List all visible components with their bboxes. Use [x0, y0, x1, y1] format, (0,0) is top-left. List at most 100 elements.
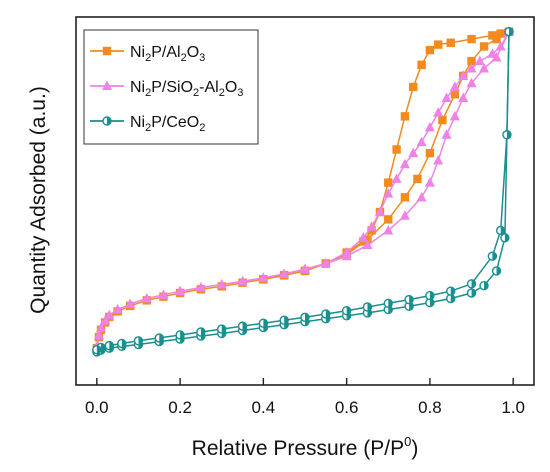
data-point-triangle [112, 304, 123, 314]
data-point-half-circle [495, 225, 506, 236]
data-point-square [446, 38, 455, 47]
data-point-half-circle [446, 293, 456, 304]
data-point-triangle [362, 239, 373, 250]
data-point-triangle [300, 263, 310, 274]
x-axis-title: Relative Pressure (P/P0) [192, 434, 419, 460]
data-point-triangle [416, 191, 427, 202]
data-point-triangle [383, 224, 394, 235]
data-point-half-circle [133, 336, 144, 346]
plot-frame [75, 16, 535, 386]
data-point-triangle [399, 158, 410, 169]
data-point-triangle [258, 272, 269, 282]
data-point-half-circle [117, 338, 127, 349]
data-point-half-circle [217, 324, 227, 334]
data-point-triangle [125, 298, 136, 309]
data-point-triangle [416, 136, 427, 147]
data-point-triangle [374, 206, 385, 217]
x-axis-title-sup: 0 [404, 434, 411, 449]
data-point-half-circle [154, 333, 164, 343]
data-point-square [425, 45, 435, 55]
data-point-half-circle [446, 286, 456, 296]
data-point-square [384, 215, 393, 224]
data-point-triangle [104, 309, 115, 320]
x-tick-label: 0.6 [335, 398, 359, 417]
data-point-triangle [320, 258, 331, 268]
data-point-square [450, 90, 460, 99]
x-axis-ticks: 0.0 0.2 0.4 0.6 0.8 1.0 [85, 378, 525, 417]
data-point-triangle [433, 155, 444, 165]
data-point-triangle [441, 92, 452, 102]
data-point-triangle [474, 55, 485, 66]
data-point-half-circle [404, 294, 414, 305]
legend-item: Ni2P/SiO2-Al2O3 [90, 79, 243, 99]
x-tick-label: 1.0 [501, 398, 525, 417]
data-point-square [438, 115, 447, 125]
data-point-half-circle [500, 233, 510, 243]
data-point-square [392, 145, 401, 154]
series-layer [91, 26, 515, 357]
data-point-triangle [279, 268, 290, 278]
data-point-square [488, 31, 497, 40]
data-point-triangle [479, 63, 490, 73]
data-point-triangle [399, 210, 410, 220]
data-point-square [102, 46, 112, 56]
data-point-half-circle [175, 330, 185, 340]
x-axis-title-end: ) [411, 437, 418, 460]
data-point-square [425, 148, 435, 158]
data-point-triangle [487, 48, 498, 58]
data-point-half-circle [92, 344, 102, 355]
data-point-triangle [466, 63, 477, 73]
legend-box [83, 29, 259, 145]
data-point-triangle [466, 77, 477, 88]
data-point-square [479, 42, 489, 51]
data-point-half-circle [237, 321, 248, 331]
data-point-square [409, 82, 418, 92]
data-point-half-circle [321, 309, 331, 319]
data-point-triangle [95, 322, 106, 332]
data-point-triangle [358, 232, 369, 242]
data-point-square [417, 60, 426, 70]
series-3 [92, 27, 514, 357]
series-2 [91, 26, 515, 351]
data-point-triangle [341, 247, 352, 257]
data-point-triangle [93, 329, 104, 340]
legend-label: Ni2P/Al2O3 [130, 44, 205, 64]
data-point-half-circle [279, 315, 289, 325]
data-point-square [384, 178, 393, 187]
data-point-square [467, 56, 476, 66]
data-point-triangle [100, 315, 111, 325]
data-point-triangle [237, 275, 248, 286]
data-point-triangle [449, 110, 460, 121]
data-point-triangle [458, 92, 469, 102]
data-point-half-circle [102, 116, 112, 126]
data-point-triangle [408, 147, 419, 158]
legend: Ni2P/Al2O3 Ni2P/SiO2-Al2O3 Ni2P/CeO2 [83, 29, 259, 145]
legend-label: Ni2P/SiO2-Al2O3 [130, 79, 243, 99]
data-point-half-circle [466, 279, 477, 289]
data-point-triangle [366, 221, 377, 231]
x-tick-label: 0.4 [252, 398, 276, 417]
data-point-triangle [424, 177, 435, 187]
data-point-triangle [458, 70, 469, 80]
legend-item: Ni2P/Al2O3 [90, 44, 205, 64]
data-point-half-circle [258, 318, 269, 328]
data-point-half-circle [383, 298, 393, 309]
data-point-half-circle [466, 288, 477, 298]
data-point-half-circle [491, 266, 502, 276]
data-point-half-circle [425, 290, 435, 301]
data-point-triangle [433, 107, 444, 117]
data-point-triangle [158, 289, 169, 299]
data-point-triangle [141, 293, 152, 303]
data-point-triangle [216, 279, 227, 289]
data-point-half-circle [479, 280, 489, 291]
data-point-square [413, 174, 422, 184]
data-point-half-circle [504, 27, 514, 37]
data-point-half-circle [362, 302, 373, 312]
legend-label: Ni2P/CeO2 [130, 114, 205, 134]
data-point-triangle [195, 281, 206, 292]
data-point-half-circle [104, 340, 115, 351]
data-point-square [400, 112, 410, 121]
data-point-triangle [441, 129, 452, 139]
data-point-half-circle [502, 130, 512, 140]
